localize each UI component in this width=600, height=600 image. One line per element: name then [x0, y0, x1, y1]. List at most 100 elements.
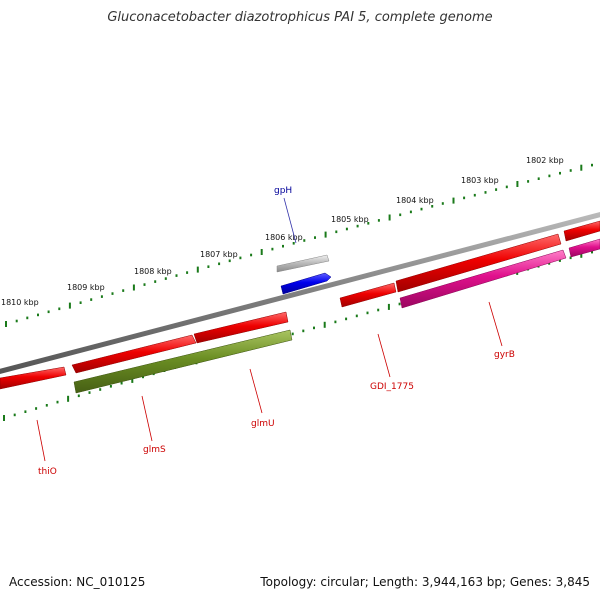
- inner-scale-tick: [45, 404, 48, 407]
- outer-scale-tick: [324, 231, 327, 238]
- inner-scale-tick: [334, 320, 337, 324]
- genome-summary: Topology: circular; Length: 3,944,163 bp…: [260, 575, 590, 589]
- outer-scale-tick: [271, 247, 274, 251]
- outer-scale-tick: [186, 271, 189, 274]
- outer-scale-tick: [548, 174, 551, 178]
- feature-GDI_1775[interactable]: [339, 282, 397, 308]
- inner-scale-tick: [591, 250, 593, 254]
- feature-next-magenta[interactable]: [568, 238, 600, 258]
- outer-scale-tick: [367, 222, 370, 225]
- feature-glmU-red[interactable]: [193, 311, 289, 344]
- inner-scale-tick: [120, 381, 123, 385]
- inner-scale-tick: [99, 388, 102, 391]
- inner-scale-tick: [88, 391, 91, 394]
- outer-scale-tick: [388, 214, 391, 221]
- inner-scale-tick: [77, 394, 80, 398]
- scale-label-1809: 1809 kbp: [67, 283, 105, 292]
- outer-scale-tick: [218, 262, 221, 266]
- outer-scale-tick: [569, 169, 572, 172]
- inner-scale-tick: [3, 415, 5, 421]
- outer-scale-tick: [100, 295, 103, 298]
- inner-scale-tick: [67, 395, 70, 402]
- outer-scale-tick: [154, 280, 157, 283]
- callout-gyrB: [488, 301, 503, 347]
- feature-next-red[interactable]: [563, 220, 600, 242]
- gene-label-GDI_1775[interactable]: GDI_1775: [370, 382, 414, 392]
- gene-label-glmS[interactable]: glmS: [143, 445, 166, 455]
- outer-scale-tick: [431, 205, 434, 208]
- scale-label-1806: 1806 kbp: [265, 233, 303, 242]
- feature-gyrB-red[interactable]: [395, 233, 562, 293]
- feature-glmS-red[interactable]: [71, 334, 197, 374]
- feature-gyrB-magenta[interactable]: [399, 249, 567, 309]
- feature-gpH-blue[interactable]: [280, 272, 332, 295]
- outer-scale-tick: [399, 213, 402, 217]
- outer-scale-tick: [345, 227, 348, 231]
- feature-gpH-grey[interactable]: [276, 254, 330, 273]
- feature-thiO[interactable]: [0, 366, 67, 390]
- callout-GDI_1775: [377, 333, 391, 378]
- feature-glm-green[interactable]: [73, 329, 293, 394]
- callout-glmU: [249, 368, 263, 414]
- accession-label: Accession: NC_010125: [9, 575, 146, 589]
- inner-scale-tick: [548, 262, 551, 265]
- outer-scale-tick: [79, 301, 82, 304]
- gene-label-thiO[interactable]: thiO: [38, 467, 57, 477]
- outer-scale-tick: [90, 298, 93, 301]
- outer-scale-tick: [516, 181, 519, 187]
- outer-scale-tick: [164, 277, 167, 280]
- outer-scale-tick: [58, 307, 61, 311]
- outer-scale-tick: [228, 259, 231, 263]
- outer-scale-tick: [292, 242, 295, 245]
- outer-scale-tick: [314, 236, 316, 239]
- genome-backbone: [0, 211, 600, 374]
- outer-scale-tick: [473, 193, 476, 197]
- inner-scale-tick: [56, 400, 59, 404]
- scale-label-1807: 1807 kbp: [200, 250, 238, 259]
- outer-scale-tick: [580, 164, 583, 171]
- inner-scale-tick: [142, 375, 144, 379]
- outer-scale-tick: [356, 224, 359, 228]
- map-title: Gluconacetobacter diazotrophicus PAI 5, …: [107, 10, 493, 25]
- inner-scale-tick: [291, 332, 294, 336]
- outer-scale-tick: [335, 230, 338, 234]
- inner-scale-tick: [323, 321, 326, 328]
- gene-label-gpH[interactable]: gpH: [274, 186, 292, 196]
- outer-scale-tick: [207, 265, 210, 268]
- outer-scale-tick: [559, 171, 561, 175]
- callout-thiO: [36, 419, 46, 462]
- outer-scale-tick: [537, 177, 540, 180]
- outer-scale-tick: [15, 319, 18, 323]
- scale-label-1803: 1803 kbp: [461, 176, 499, 185]
- outer-scale-tick: [282, 244, 284, 248]
- outer-scale-tick: [441, 202, 444, 205]
- outer-scale-tick: [527, 180, 530, 183]
- inner-scale-tick: [377, 308, 380, 312]
- gene-label-gyrB[interactable]: gyrB: [494, 350, 515, 360]
- outer-scale-tick: [111, 292, 114, 295]
- outer-scale-tick: [409, 210, 412, 214]
- outer-scale-tick: [260, 249, 263, 255]
- scale-label-1810: 1810 kbp: [1, 298, 39, 307]
- inner-scale-tick: [313, 326, 315, 330]
- inner-scale-tick: [24, 410, 27, 413]
- outer-scale-tick: [420, 207, 423, 211]
- outer-scale-tick: [175, 274, 178, 277]
- outer-scale-tick: [303, 239, 306, 242]
- scale-label-1805: 1805 kbp: [331, 215, 369, 224]
- outer-scale-tick: [505, 185, 508, 189]
- outer-scale-tick: [196, 266, 199, 273]
- inner-scale-tick: [345, 317, 348, 321]
- outer-scale-tick: [591, 163, 593, 167]
- inner-scale-tick: [13, 413, 16, 417]
- outer-scale-tick: [463, 196, 466, 200]
- inner-scale-tick: [355, 314, 358, 318]
- outer-scale-tick: [26, 316, 29, 320]
- outer-scale-tick: [250, 253, 253, 257]
- scale-label-1802: 1802 kbp: [526, 156, 564, 165]
- inner-scale-tick: [569, 256, 572, 260]
- outer-scale-tick: [5, 321, 7, 327]
- inner-scale-tick: [366, 311, 369, 315]
- gene-label-glmU[interactable]: glmU: [251, 419, 275, 429]
